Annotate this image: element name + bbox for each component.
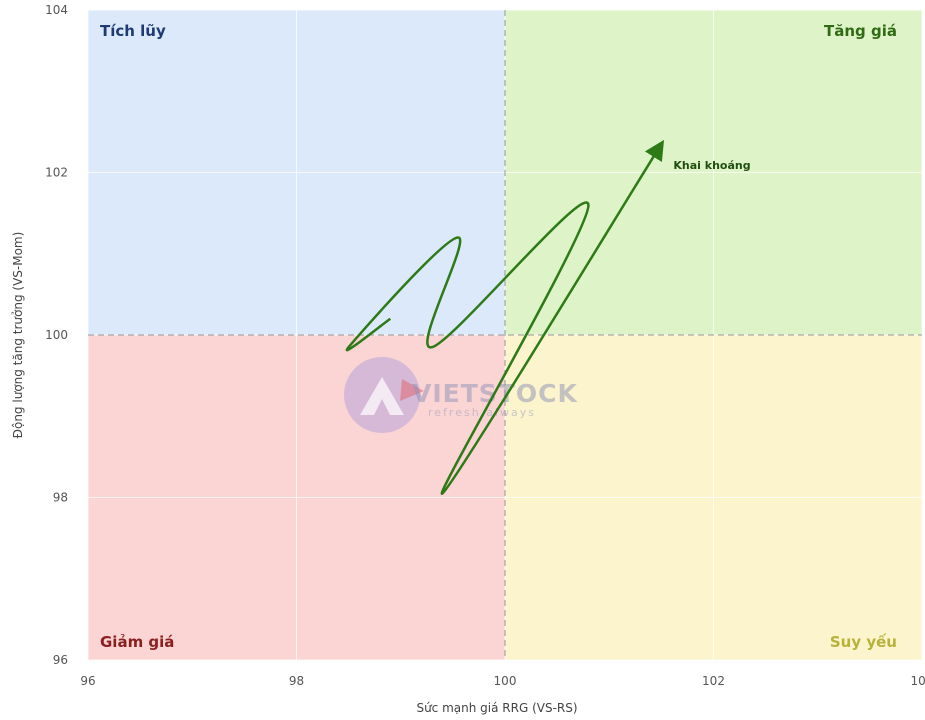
y-tick-label: 100 [45, 328, 68, 342]
quadrant-label-bottom-right: Suy yếu [830, 632, 897, 651]
y-tick-label: 104 [45, 3, 68, 17]
watermark-tagline: refresh always [428, 406, 536, 419]
quadrant-label-top-left: Tích lũy [100, 22, 166, 40]
x-tick-label: 102 [702, 674, 725, 688]
x-tick-label: 104 [911, 674, 925, 688]
y-tick-label: 98 [53, 491, 68, 505]
x-axis-title: Sức mạnh giá RRG (VS-RS) [416, 701, 577, 715]
y-tick-label: 102 [45, 166, 68, 180]
watermark-arrow-icon [360, 377, 404, 415]
series-label: Khai khoáng [673, 159, 750, 172]
x-tick-label: 100 [494, 674, 517, 688]
quadrant-label-bottom-left: Giảm giá [100, 633, 174, 651]
y-tick-label: 96 [53, 653, 68, 667]
y-axis-title: Động lượng tăng trưởng (VS-Mom) [11, 232, 25, 439]
watermark-red-arrow-icon [400, 379, 424, 401]
x-tick-label: 98 [289, 674, 304, 688]
series-line-0 [345, 139, 665, 495]
quadrant-label-top-right: Tăng giá [824, 22, 897, 40]
x-tick-label: 96 [80, 674, 95, 688]
